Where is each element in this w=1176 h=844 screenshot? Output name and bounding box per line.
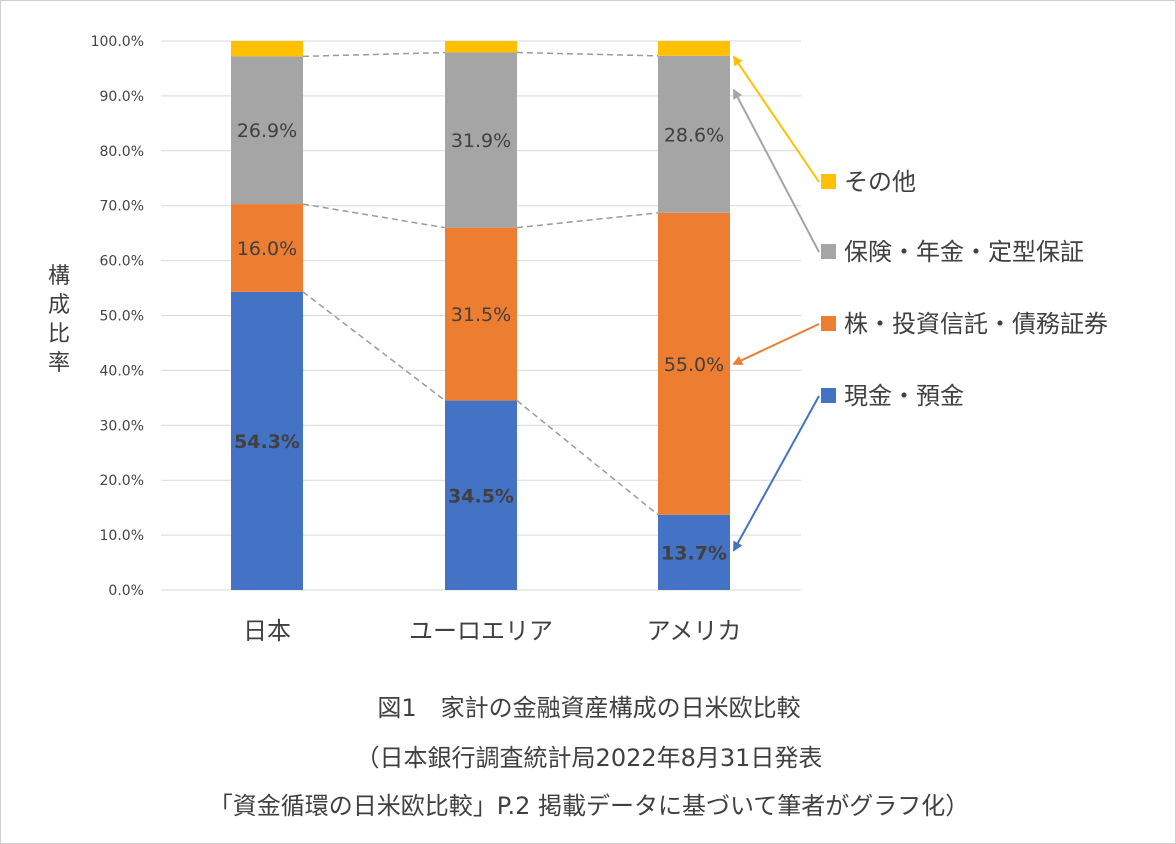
legend-arrow xyxy=(732,323,820,365)
bar-segment xyxy=(231,291,303,590)
y-tick-label: 20.0% xyxy=(100,473,144,489)
y-axis-label-char: 構 xyxy=(48,264,70,289)
bar-segment xyxy=(658,41,730,56)
caption-line-3: 「資金循環の日米欧比較」P.2 掲載データに基づいて筆者がグラフ化） xyxy=(208,792,970,820)
y-axis-label-char: 率 xyxy=(48,351,70,376)
connector-line xyxy=(302,291,446,402)
y-tick-label: 40.0% xyxy=(100,363,144,379)
legend-swatch xyxy=(821,174,836,189)
data-label: 31.5% xyxy=(451,304,511,326)
y-tick-label: 10.0% xyxy=(100,528,144,544)
data-label: 31.9% xyxy=(451,130,511,152)
category-label: ユーロエリア xyxy=(409,617,553,645)
caption-line-1: 図1 家計の金融資産構成の日米欧比較 xyxy=(377,694,801,722)
bar-segment xyxy=(445,227,517,401)
y-axis-label: 構成比率 xyxy=(48,264,70,376)
data-label: 26.9% xyxy=(237,120,297,142)
bar-segment xyxy=(231,204,303,292)
category-label: アメリカ xyxy=(647,617,742,645)
connector-line xyxy=(516,51,659,57)
data-labels: 54.3% 16.0% 26.9% 34.5% 31.5% 31.9% 13.7% 55.0%… xyxy=(234,120,727,564)
legend-label: 保険・年金・定型保証 xyxy=(844,238,1084,266)
data-label: 34.5% xyxy=(448,485,514,507)
legend-label: 株・投資信託・債務証券 xyxy=(844,310,1108,338)
y-tick-label: 30.0% xyxy=(100,418,144,434)
y-tick-labels: 0.0% 10.0% 20.0% 30.0% 40.0% 50.0% 60.0% 70.0% 8… xyxy=(91,34,144,599)
legend-swatch xyxy=(821,244,836,259)
connector-line xyxy=(302,203,446,229)
y-tick-label: 70.0% xyxy=(100,199,144,215)
category-labels: 日本 ユーロエリア アメリカ xyxy=(243,617,741,645)
y-tick-label: 60.0% xyxy=(100,254,144,270)
y-tick-label: 50.0% xyxy=(100,309,144,325)
data-label: 55.0% xyxy=(664,354,724,376)
bar-segment xyxy=(445,52,517,228)
y-tick-label: 100.0% xyxy=(91,34,144,50)
connector-line xyxy=(302,51,446,58)
legend-arrow xyxy=(733,88,820,253)
bar-segment xyxy=(658,55,730,213)
y-tick-label: 90.0% xyxy=(100,89,144,105)
y-tick-label: 0.0% xyxy=(108,583,144,599)
bar-segment xyxy=(231,41,303,57)
data-label: 54.3% xyxy=(234,431,300,453)
data-label: 16.0% xyxy=(237,238,297,260)
category-label: 日本 xyxy=(243,617,291,645)
bar-segment xyxy=(445,400,517,590)
data-label: 28.6% xyxy=(664,124,724,146)
stacked-bar-chart: 0.0% 10.0% 20.0% 30.0% 40.0% 50.0% 60.0% 70.0% 8… xyxy=(48,34,1108,645)
y-axis-label-char: 成 xyxy=(48,293,70,318)
connector-line xyxy=(516,212,659,229)
legend-swatch xyxy=(821,316,836,331)
y-tick-label: 80.0% xyxy=(100,144,144,160)
bar-segment xyxy=(658,514,730,590)
bar-segment xyxy=(231,56,303,205)
y-axis-label-char: 比 xyxy=(48,322,70,347)
legend-arrow xyxy=(732,55,820,183)
data-label: 13.7% xyxy=(661,542,727,564)
bars xyxy=(231,41,730,590)
legend-arrow xyxy=(733,395,820,552)
legend-swatch xyxy=(821,388,836,403)
connector-lines xyxy=(302,51,659,516)
bar-segment xyxy=(658,212,730,515)
legend-label: 現金・預金 xyxy=(844,382,964,410)
connector-line xyxy=(516,400,659,516)
caption-line-2: （日本銀行調査統計局2022年8月31日発表 xyxy=(355,744,823,772)
bar-segment xyxy=(445,41,517,53)
legend-label: その他 xyxy=(844,168,916,196)
